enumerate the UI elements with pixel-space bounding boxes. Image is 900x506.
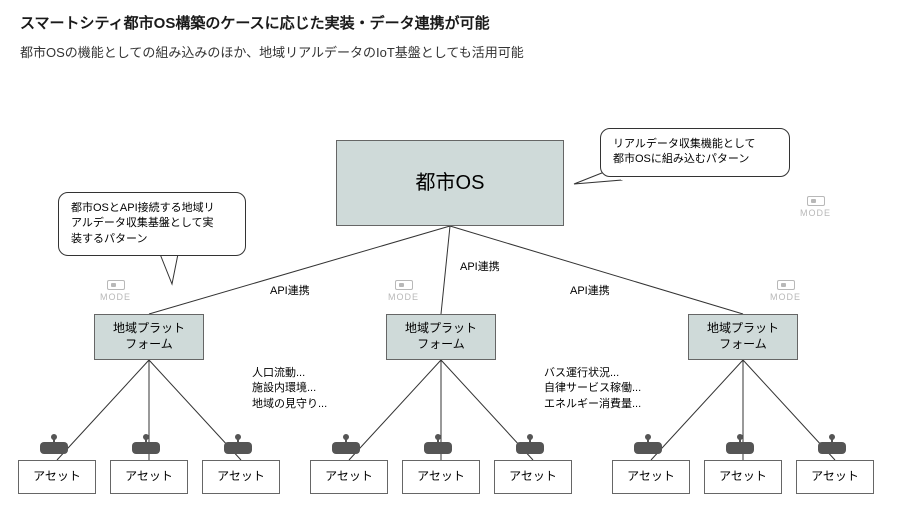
platform-p1: 地域プラットフォーム: [94, 314, 204, 360]
mode-text: MODE: [800, 208, 831, 218]
asset-box-5: アセット: [494, 460, 572, 494]
mode-badge-3: MODE: [800, 196, 831, 218]
mode-chip-icon: [777, 280, 795, 290]
mode-chip-icon: [107, 280, 125, 290]
callout-right: リアルデータ収集機能として都市OSに組み込むパターン: [600, 128, 790, 177]
annotation-a1: 人口流動...施設内環境...地域の見守り...: [252, 366, 327, 412]
device-icon: [424, 434, 452, 454]
page-subtitle: 都市OSの機能としての組み込みのほか、地域リアルデータのIoT基盤としても活用可…: [20, 42, 524, 61]
device-icon: [818, 434, 846, 454]
asset-box-0: アセット: [18, 460, 96, 494]
mode-text: MODE: [388, 292, 419, 302]
root-node: 都市OS: [336, 140, 564, 226]
page-title: スマートシティ都市OS構築のケースに応じた実装・データ連携が可能: [20, 12, 490, 33]
asset-box-3: アセット: [310, 460, 388, 494]
mode-chip-icon: [807, 196, 825, 206]
root-node-label: 都市OS: [416, 170, 485, 196]
asset-box-7: アセット: [704, 460, 782, 494]
api-label-2: API連携: [570, 282, 610, 298]
callout-left: 都市OSとAPI接続する地域リアルデータ収集基盤として実装するパターン: [58, 192, 246, 256]
asset-box-4: アセット: [402, 460, 480, 494]
device-icon: [726, 434, 754, 454]
annotation-a2: バス運行状況...自律サービス稼働...エネルギー消費量...: [544, 366, 641, 412]
mode-chip-icon: [395, 280, 413, 290]
mode-text: MODE: [100, 292, 131, 302]
asset-box-2: アセット: [202, 460, 280, 494]
asset-box-8: アセット: [796, 460, 874, 494]
device-icon: [634, 434, 662, 454]
asset-box-6: アセット: [612, 460, 690, 494]
mode-badge-0: MODE: [100, 280, 131, 302]
asset-box-1: アセット: [110, 460, 188, 494]
device-icon: [332, 434, 360, 454]
platform-p3: 地域プラットフォーム: [688, 314, 798, 360]
device-icon: [132, 434, 160, 454]
api-label-0: API連携: [270, 282, 310, 298]
mode-text: MODE: [770, 292, 801, 302]
device-icon: [516, 434, 544, 454]
platform-p2: 地域プラットフォーム: [386, 314, 496, 360]
diagram-canvas: { "title": { "text": "スマートシティ都市OS構築のケースに…: [0, 0, 900, 506]
device-icon: [40, 434, 68, 454]
mode-badge-2: MODE: [770, 280, 801, 302]
device-icon: [224, 434, 252, 454]
mode-badge-1: MODE: [388, 280, 419, 302]
api-label-1: API連携: [460, 258, 500, 274]
